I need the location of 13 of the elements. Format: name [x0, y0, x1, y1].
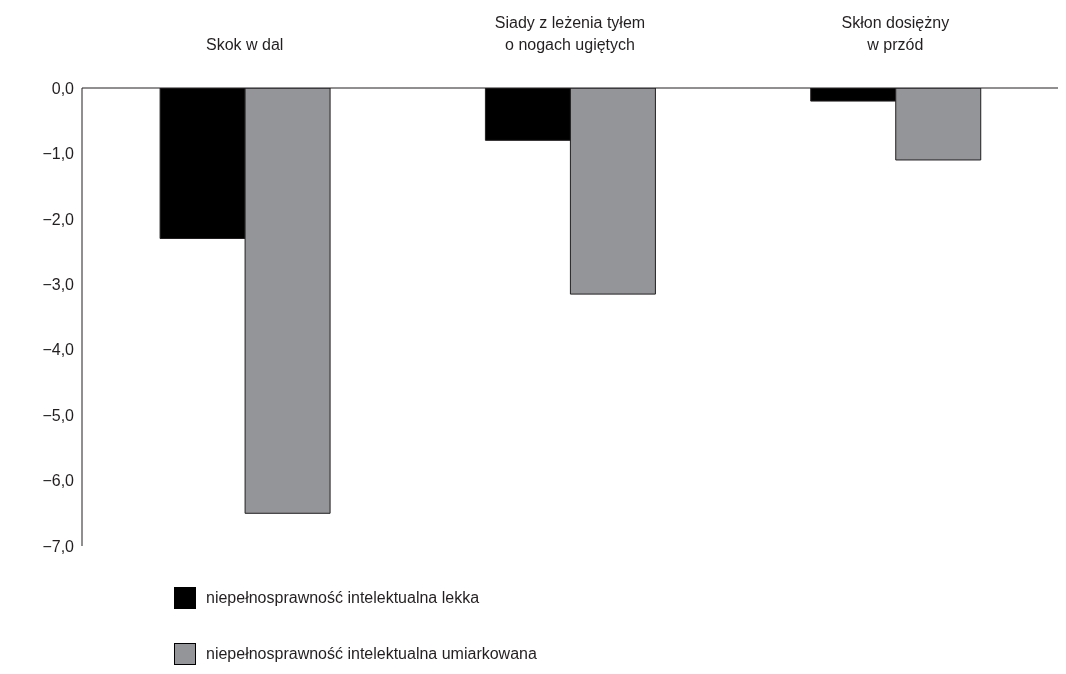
legend-label: niepełnosprawność intelektualna lekka [206, 589, 480, 607]
x-tick-label: Siady z leżenia tyłem o nogach ugiętych [494, 14, 646, 53]
x-tick-label: Skłon dosiężny w przód [841, 14, 950, 53]
y-tick-label: −5,0 [42, 406, 75, 424]
y-tick-label: −6,0 [42, 472, 75, 490]
y-tick-label: −1,0 [42, 145, 75, 163]
legend-label: niepełnosprawność intelektualna umiarkowana [206, 645, 537, 663]
y-tick-label: −3,0 [42, 275, 75, 293]
y-tick-label: −4,0 [42, 341, 75, 359]
y-tick-label: −2,0 [42, 210, 75, 228]
y-tick-label: −7,0 [42, 537, 75, 555]
x-tick-label: Skok w dal [205, 36, 284, 53]
y-tick-label: 0,0 [51, 79, 75, 97]
